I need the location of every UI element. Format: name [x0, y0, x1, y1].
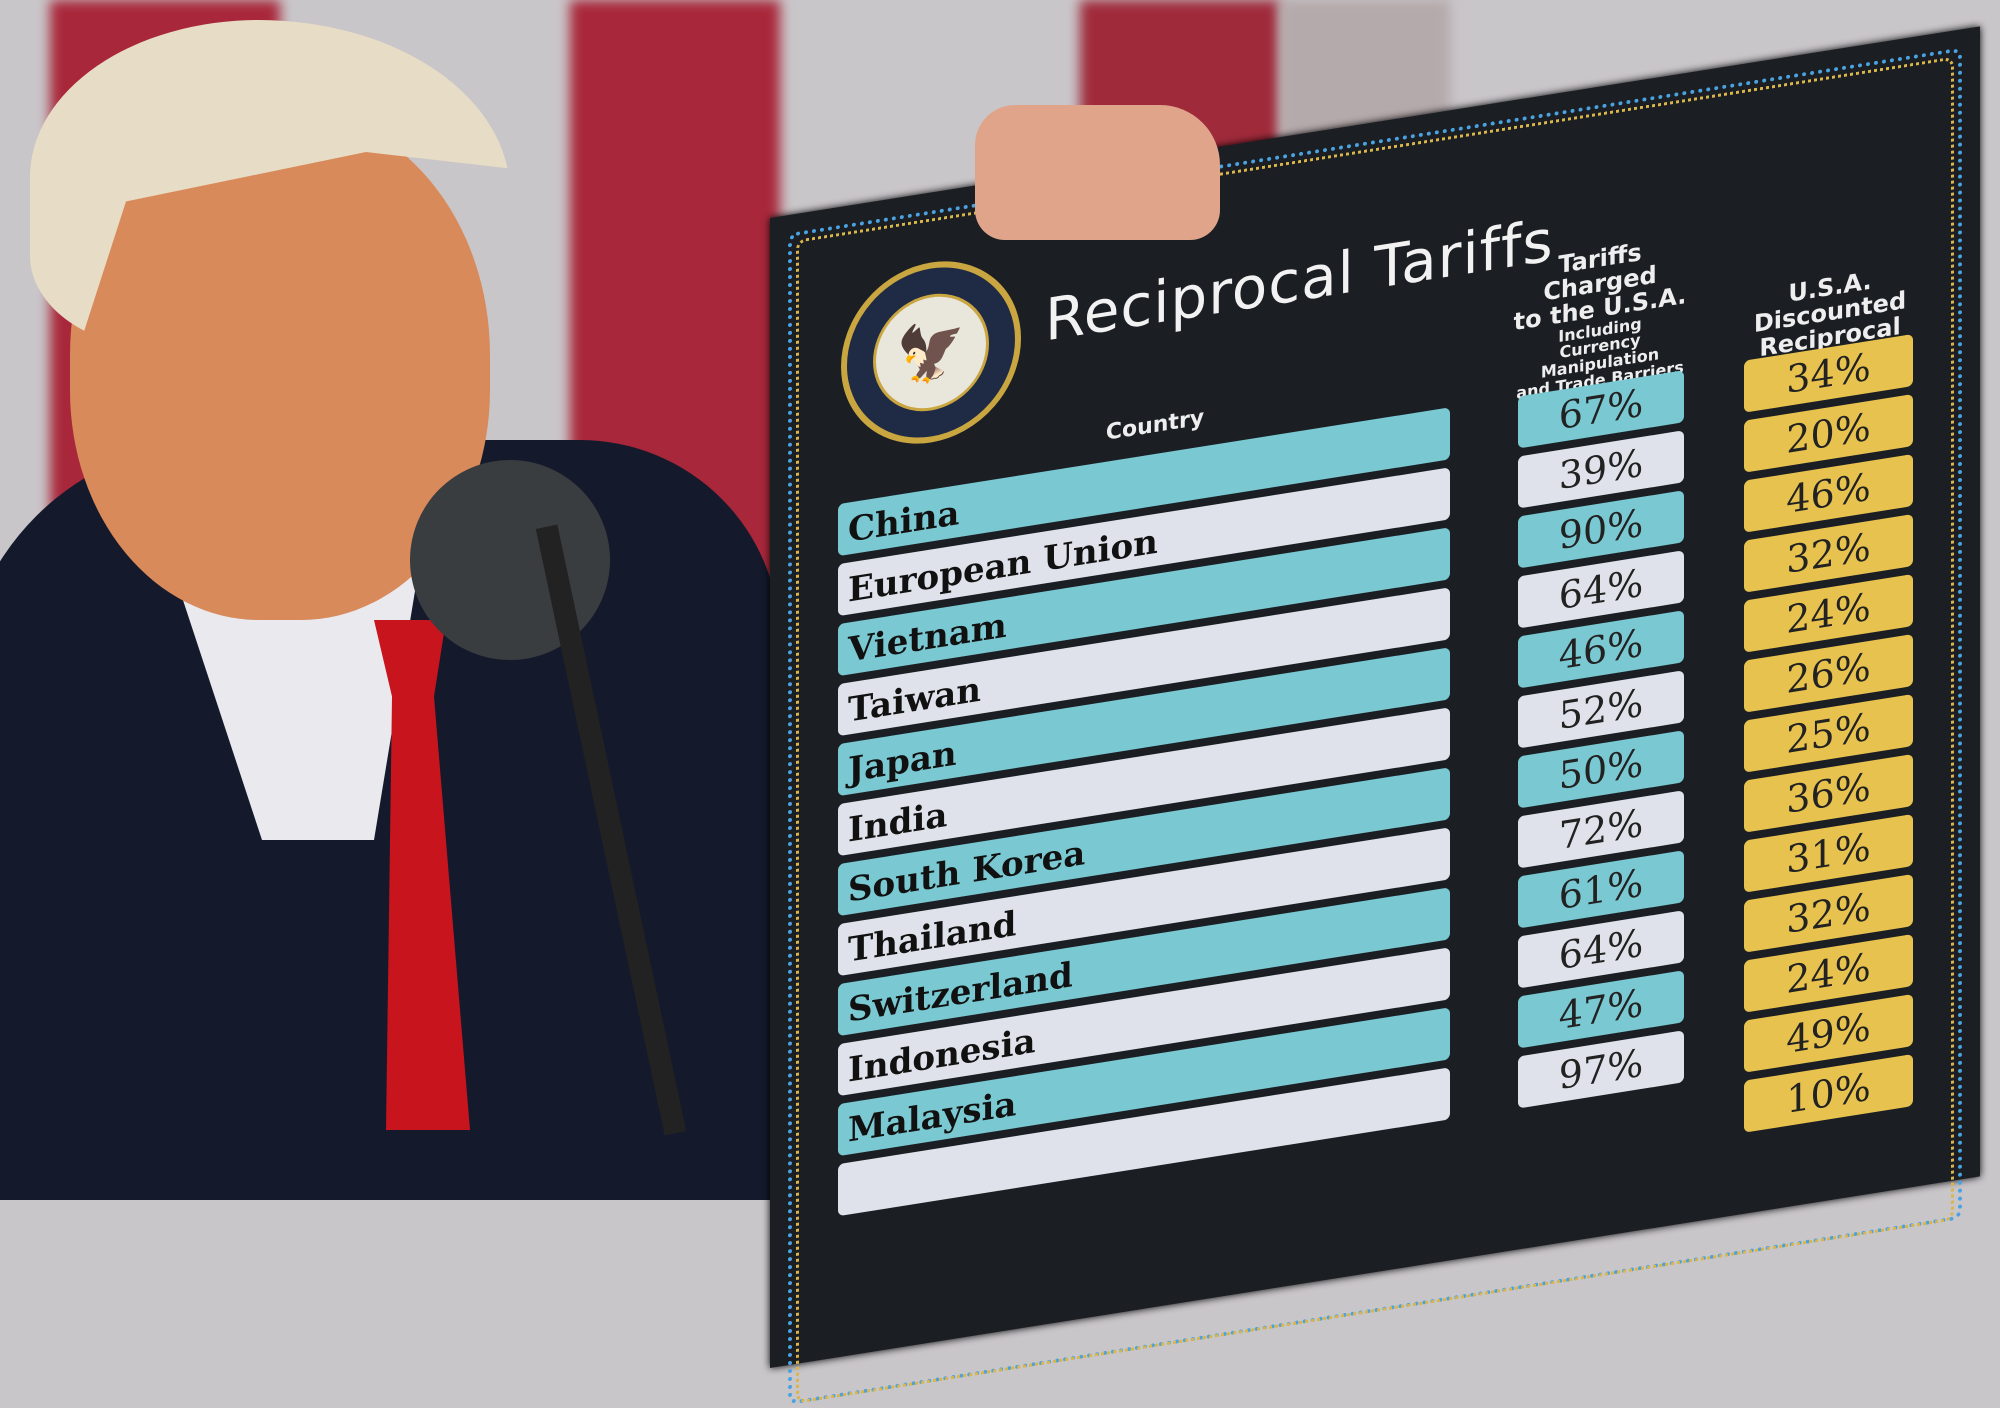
- reciprocal-tariffs-board: 🦅 Reciprocal Tariffs Country Tariffs Cha…: [770, 26, 1980, 1406]
- hand: [975, 105, 1220, 240]
- eagle-icon: 🦅: [873, 285, 989, 420]
- microphone: [410, 460, 610, 660]
